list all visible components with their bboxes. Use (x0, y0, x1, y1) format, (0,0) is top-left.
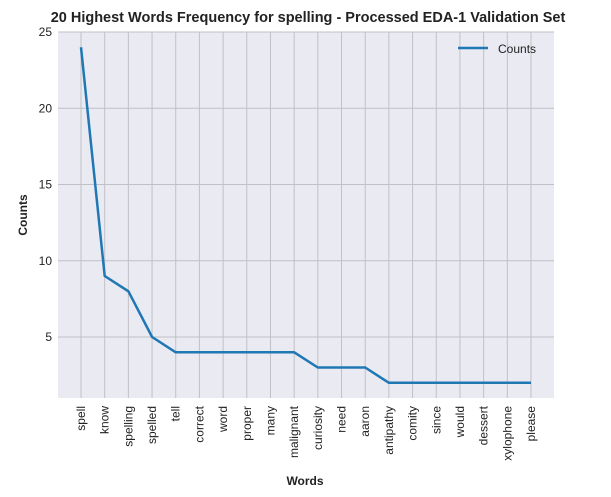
x-tick-label: dessert (477, 405, 491, 445)
y-axis-title: Counts (16, 194, 30, 236)
y-tick-label: 20 (39, 101, 53, 115)
x-tick-label: know (98, 406, 112, 434)
chart-title: 20 Highest Words Frequency for spelling … (51, 10, 566, 26)
x-tick-label: xylophone (500, 406, 514, 461)
x-tick-label: comity (406, 406, 420, 441)
x-tick-labels: spell know spelling spelled tell correct word p… (74, 405, 538, 460)
x-tick-label: proper (240, 406, 254, 441)
series-layer (79, 47, 532, 385)
y-tick-label: 5 (45, 330, 52, 344)
y-tick-label: 25 (39, 25, 53, 39)
x-tick-label: please (524, 406, 538, 442)
y-tick-label: 10 (39, 254, 53, 268)
x-tick-label: since (429, 406, 443, 434)
y-tick-label: 15 (39, 178, 53, 192)
legend: Counts (458, 42, 536, 56)
x-tick-label: need (335, 406, 349, 433)
x-tick-label: antipathy (382, 406, 396, 455)
y-tick-labels: 5 10 15 20 25 (39, 25, 53, 344)
x-tick-label: aaron (358, 406, 372, 437)
x-tick-label: spelling (121, 406, 135, 447)
plot-area (58, 32, 554, 398)
x-tick-label: would (453, 406, 467, 438)
x-tick-label: correct (192, 405, 206, 442)
x-axis-title: Words (286, 474, 323, 488)
x-tick-label: spell (74, 406, 88, 431)
x-tick-label: malignant (287, 405, 301, 458)
x-tick-label: tell (169, 406, 183, 421)
x-tick-label: curiosity (311, 406, 325, 450)
x-tick-label: many (263, 406, 277, 435)
series-line-counts (79, 47, 531, 385)
x-tick-label: spelled (145, 406, 159, 444)
legend-label-counts: Counts (498, 42, 536, 56)
x-tick-label: word (216, 406, 230, 433)
grid (58, 31, 554, 398)
